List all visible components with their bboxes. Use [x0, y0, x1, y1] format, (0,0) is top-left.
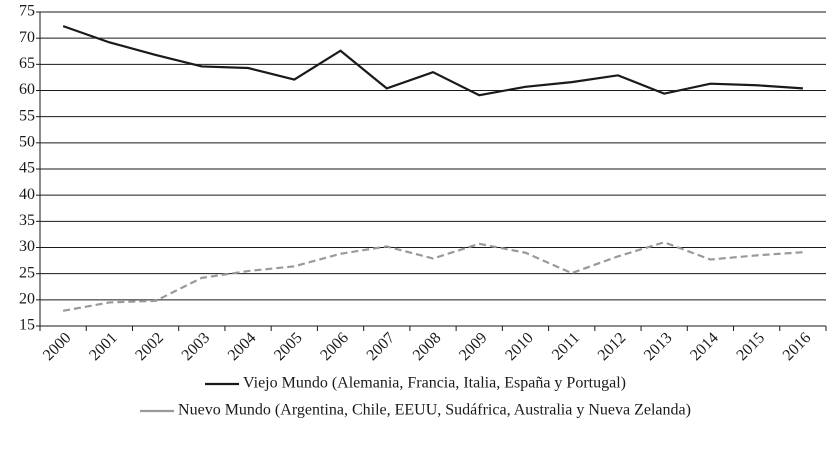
x-tick-label: 2013 — [641, 329, 676, 364]
series-line — [62, 241, 803, 312]
x-tick-label: 2008 — [410, 329, 445, 364]
y-tick-label: 30 — [19, 238, 35, 255]
x-tick-label: 2006 — [317, 329, 352, 364]
x-tick-label: 2016 — [780, 329, 815, 364]
y-tick-label: 45 — [19, 160, 35, 177]
legend-label: Nuevo Mundo (Argentina, Chile, EEUU, Sud… — [178, 402, 691, 419]
y-tick-label: 75 — [19, 3, 35, 20]
x-tick-label: 2012 — [595, 329, 630, 364]
x-tick-label: 2005 — [271, 329, 306, 364]
x-tick-label: 2011 — [549, 329, 583, 363]
x-tick-label: 2014 — [687, 329, 722, 364]
y-tick-label: 25 — [19, 264, 35, 281]
y-tick-label: 35 — [19, 212, 35, 229]
legend-label: Viejo Mundo (Alemania, Francia, Italia, … — [243, 375, 626, 392]
y-tick-label: 40 — [19, 186, 35, 203]
y-tick-label: 20 — [19, 291, 35, 308]
x-tick-label: 2007 — [364, 329, 399, 364]
x-tick-label: 2000 — [40, 329, 75, 364]
y-tick-label: 65 — [19, 55, 35, 72]
series-line — [62, 25, 803, 97]
x-tick-label: 2010 — [502, 329, 537, 364]
legend-item: Nuevo Mundo (Argentina, Chile, EEUU, Sud… — [140, 402, 691, 419]
y-tick-label: 70 — [19, 29, 35, 46]
y-tick-label: 60 — [19, 81, 35, 98]
x-tick-label: 2002 — [132, 329, 167, 364]
x-tick-label: 2009 — [456, 329, 491, 364]
y-tick-label: 50 — [19, 134, 35, 151]
x-tick-label: 2003 — [179, 329, 214, 364]
x-tick-label: 2015 — [733, 329, 768, 364]
y-tick-label: 15 — [19, 317, 35, 334]
x-tick-label: 2004 — [225, 329, 260, 364]
x-tick-label: 2001 — [86, 329, 121, 364]
legend-item: Viejo Mundo (Alemania, Francia, Italia, … — [205, 375, 626, 392]
y-tick-label: 55 — [19, 107, 35, 124]
